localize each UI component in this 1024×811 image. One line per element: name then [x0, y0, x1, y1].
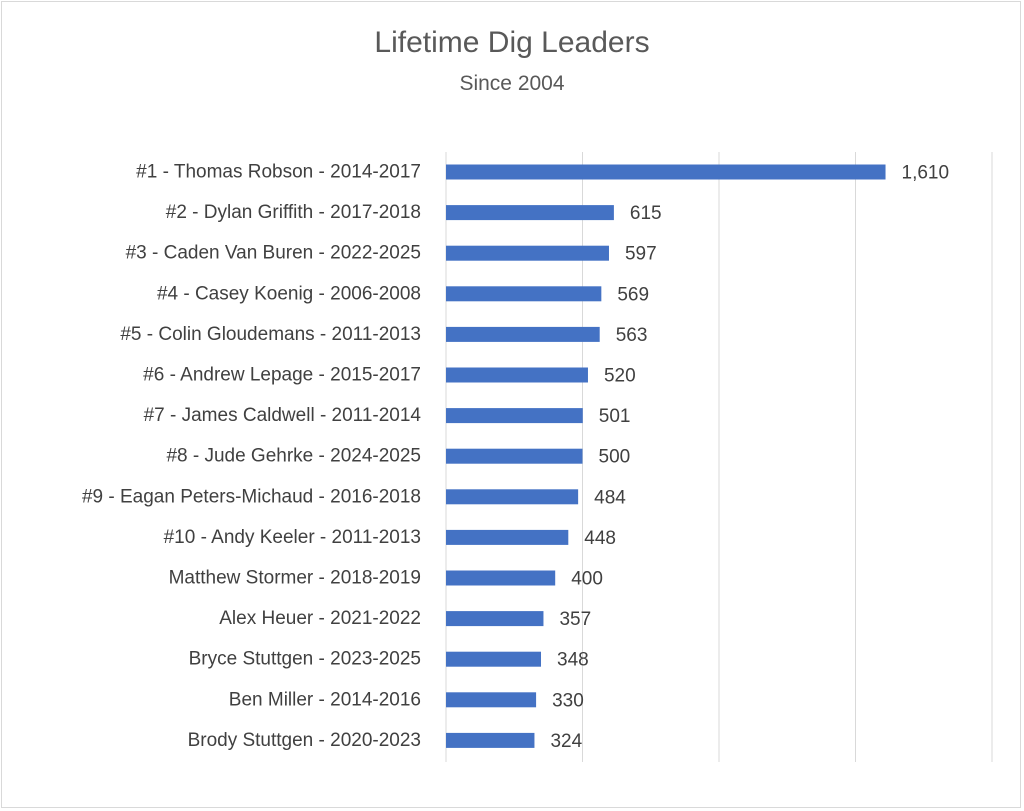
category-label: #9 - Eagan Peters-Michaud - 2016-2018 — [82, 486, 421, 507]
bars — [446, 164, 886, 748]
bar — [446, 448, 583, 464]
bar — [446, 326, 600, 342]
value-label: 501 — [599, 406, 631, 427]
bar — [446, 732, 535, 748]
category-label: #3 - Caden Van Buren - 2022-2025 — [126, 243, 421, 264]
category-label: #5 - Colin Gloudemans - 2011-2013 — [120, 324, 421, 345]
bar — [446, 570, 556, 586]
value-label: 500 — [599, 447, 631, 468]
value-label: 348 — [557, 650, 589, 671]
category-label: #6 - Andrew Lepage - 2015-2017 — [143, 365, 421, 386]
bar — [446, 529, 569, 545]
bar — [446, 205, 614, 221]
category-label: #7 - James Caldwell - 2011-2014 — [144, 405, 422, 426]
bar — [446, 489, 579, 505]
category-label: Ben Miller - 2014-2016 — [229, 689, 421, 710]
category-label: #2 - Dylan Griffith - 2017-2018 — [166, 202, 421, 223]
value-label: 448 — [584, 528, 616, 549]
category-label: Brody Stuttgen - 2020-2023 — [188, 730, 421, 751]
category-label: Matthew Stormer - 2018-2019 — [169, 568, 421, 589]
value-label: 400 — [571, 569, 603, 590]
bar — [446, 692, 537, 708]
bar — [446, 164, 886, 180]
bar — [446, 611, 544, 627]
category-label: Alex Heuer - 2021-2022 — [219, 608, 421, 629]
value-label: 597 — [625, 244, 657, 265]
value-label: 324 — [550, 731, 582, 752]
category-label: Bryce Stuttgen - 2023-2025 — [189, 649, 421, 670]
value-label: 520 — [604, 366, 636, 387]
category-label: #8 - Jude Gehrke - 2024-2025 — [166, 446, 421, 467]
value-label: 563 — [616, 325, 648, 346]
category-labels: #1 - Thomas Robson - 2014-2017 #2 - Dylan… — [82, 162, 421, 751]
bar — [446, 408, 583, 424]
category-label: #1 - Thomas Robson - 2014-2017 — [136, 162, 421, 183]
value-label: 484 — [594, 487, 626, 508]
value-labels: 1,610 615 597 569 563 520 501 500 484 448 400 357 34… — [550, 163, 949, 752]
value-label: 357 — [559, 609, 591, 630]
category-label: #10 - Andy Keeler - 2011-2013 — [164, 527, 421, 548]
value-label: 330 — [552, 690, 584, 711]
value-label: 569 — [617, 284, 649, 305]
chart-title: Lifetime Dig Leaders — [374, 26, 650, 59]
bar — [446, 245, 609, 261]
chart-subtitle: Since 2004 — [459, 72, 565, 95]
bar — [446, 286, 602, 302]
bar — [446, 367, 588, 383]
value-label: 615 — [630, 203, 662, 224]
value-label: 1,610 — [902, 163, 950, 184]
bar — [446, 651, 542, 667]
category-label: #4 - Casey Koenig - 2006-2008 — [157, 283, 421, 304]
